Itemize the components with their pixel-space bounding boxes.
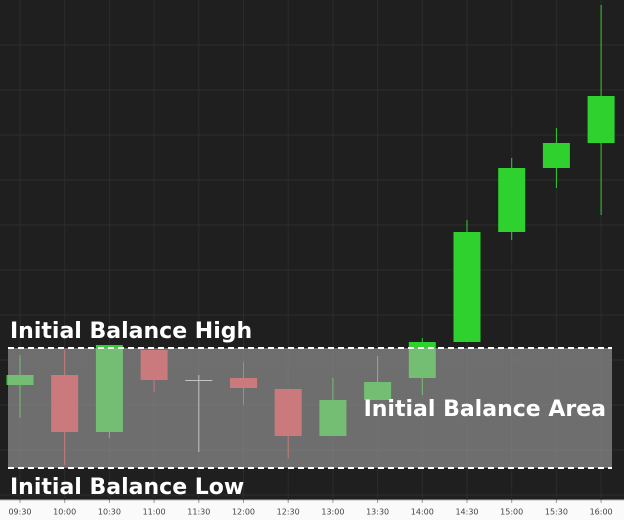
axis-strip [0,500,624,520]
ib-high-label: Initial Balance High [10,319,252,344]
x-tick-label: 09:30 [8,508,31,517]
candle-body [453,232,481,342]
x-tick-label: 11:30 [187,508,210,517]
candle-body [587,96,615,143]
x-tick-label: 12:30 [277,508,300,517]
x-tick-label: 14:30 [455,508,478,517]
ib-low-label: Initial Balance Low [10,475,244,500]
candle-body [498,168,526,232]
x-tick-label: 15:00 [500,508,523,517]
x-tick-label: 10:00 [53,508,76,517]
ib-area-label: Initial Balance Area [364,397,606,422]
x-tick-label: 12:00 [232,508,255,517]
x-tick-label: 11:00 [143,508,166,517]
initial-balance-area [8,348,612,468]
x-tick-label: 13:00 [321,508,344,517]
x-tick-label: 10:30 [98,508,121,517]
candle-body [542,143,570,168]
x-tick-label: 16:00 [590,508,613,517]
x-tick-label: 14:00 [411,508,434,517]
x-tick-label: 13:30 [366,508,389,517]
x-tick-label: 15:30 [545,508,568,517]
